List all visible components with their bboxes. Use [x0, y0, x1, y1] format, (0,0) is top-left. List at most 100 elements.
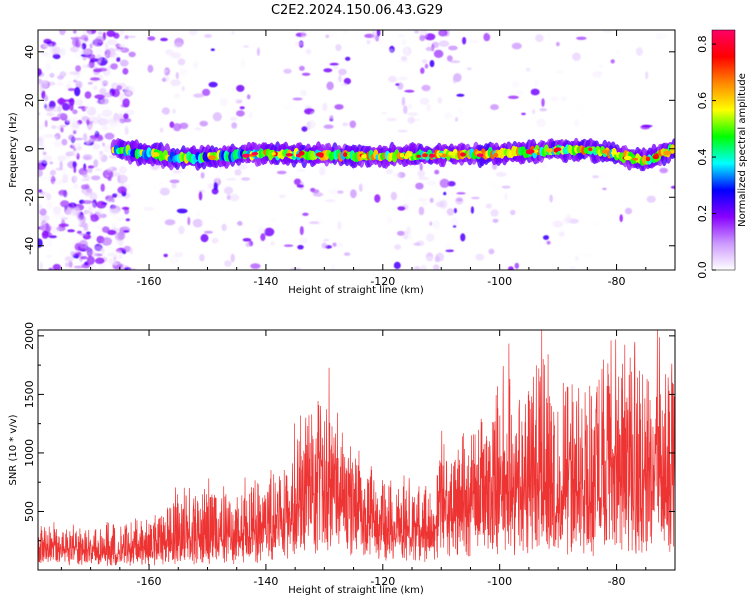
- spectrogram-noise-blob: [43, 238, 52, 245]
- spectrogram-noise-blob: [323, 238, 330, 242]
- spectrogram-noise-blob: [381, 111, 388, 115]
- spectrogram-noise-blob: [492, 218, 499, 223]
- spectrogram-noise-blob: [52, 192, 58, 197]
- spectrogram-noise-blob: [39, 191, 51, 197]
- signal-band-peak: [242, 153, 250, 158]
- spectrogram-noise-blob: [38, 68, 42, 77]
- spectrogram-noise-blob: [72, 130, 77, 135]
- spectrogram-noise-blob: [60, 40, 69, 50]
- signal-band-peak: [610, 151, 618, 155]
- spectrogram-noise-blob: [231, 122, 238, 129]
- spectrogram-noise-blob: [323, 68, 333, 73]
- spectrogram-noise-blob: [428, 89, 433, 93]
- spectrogram-noise-blob: [169, 121, 175, 128]
- colorbar-tick-label: 0.8: [696, 35, 709, 53]
- spectrogram-noise-blob: [48, 267, 53, 270]
- spectrogram-noise-blob: [89, 43, 93, 49]
- spectrogram-noise-blob: [80, 34, 89, 41]
- spectrogram-noise-blob: [58, 37, 66, 41]
- spectrogram-noise-blob: [200, 172, 205, 179]
- spectrogram-noise-blob: [297, 244, 304, 250]
- spectrogram-noise-blob: [470, 206, 474, 214]
- spectrogram-noise-blob: [73, 265, 85, 269]
- spectrogram-noise-blob: [543, 228, 547, 237]
- spectrogram-noise-blob: [446, 55, 453, 62]
- spectrogram-noise-blob: [41, 51, 49, 57]
- spectrogram-noise-blob: [248, 111, 253, 119]
- spectrogram-noise-blob: [38, 136, 44, 147]
- spectrogram-noise-blob: [426, 180, 437, 186]
- spectrogram-noise-blob: [539, 108, 547, 112]
- spectrogram-noise-blob: [93, 104, 104, 108]
- snr-panel: -160 -140 -120 -100 -80 500 1000 1500 2000 Heigh…: [8, 322, 676, 596]
- spectrogram-noise-blob: [329, 62, 339, 66]
- spectrogram-noise-blob: [70, 121, 81, 128]
- spectrogram-noise-blob: [292, 97, 303, 101]
- spectrogram-noise-blob: [38, 169, 43, 177]
- spectrogram-noise-blob: [514, 262, 519, 269]
- spectrogram-noise-blob: [75, 99, 83, 107]
- spectrogram-noise-blob: [624, 207, 633, 215]
- spectrogram-noise-blob: [224, 260, 232, 267]
- spectrogram-noise-blob: [90, 58, 99, 63]
- spectrogram-noise-blob: [82, 154, 93, 161]
- spectrogram-noise-blob: [270, 241, 276, 246]
- spectrogram-noise-blob: [376, 30, 381, 37]
- spectrogram-noise-blob: [434, 169, 440, 175]
- spectrogram-noise-blob: [453, 208, 457, 214]
- signal-band-peak: [343, 152, 348, 157]
- spectrogram-noise-blob: [558, 231, 565, 237]
- spectrogram-noise-blob: [72, 109, 78, 115]
- spectrogram-noise-blob: [76, 230, 82, 234]
- spectrogram-noise-blob: [60, 200, 70, 208]
- spectrogram-noise-blob: [121, 36, 126, 42]
- spectrogram-noise-blob: [207, 183, 215, 189]
- spectrogram-noise-blob: [121, 206, 130, 210]
- spectrogram-noise-blob: [230, 253, 235, 263]
- spectrogram-noise-blob: [85, 141, 90, 150]
- spectrogram-noise-blob: [468, 40, 479, 44]
- spectrogram-noise-blob: [283, 244, 294, 247]
- spectrogram-noise-blob: [523, 44, 527, 53]
- spectrogram-noise-blob: [407, 207, 415, 217]
- spectrogram-noise-blob: [371, 30, 377, 40]
- spectrogram-noise-blob: [433, 264, 440, 270]
- spectrogram-noise-blob: [236, 84, 245, 92]
- spectrogram-noise-blob: [293, 178, 302, 186]
- spectrogram-noise-blob: [111, 198, 115, 203]
- spectrogram-noise-blob: [173, 42, 183, 48]
- spectrogram-noise-blob: [393, 261, 401, 269]
- spectrogram-noise-blob: [63, 266, 69, 270]
- spectrogram-noise-blob: [89, 77, 101, 81]
- spectrogram-noise-blob: [580, 253, 591, 258]
- spectrogram-noise-blob: [109, 154, 118, 159]
- spectrogram-noise-blob: [87, 62, 96, 69]
- spectrogram-noise-blob: [592, 175, 599, 179]
- spectrogram-noise-blob: [330, 115, 334, 121]
- spectrogram-noise-blob: [312, 192, 324, 197]
- spectrogram-noise-blob: [419, 35, 426, 42]
- snr-x-axis-label: Height of straight line (km): [288, 585, 424, 596]
- spectrogram-noise-blob: [414, 188, 422, 192]
- spectrogram-noise-blob: [38, 83, 43, 87]
- spectrogram-y-tick-label: 20: [23, 93, 36, 107]
- spectrogram-noise-blob: [449, 60, 461, 64]
- spectrogram-noise-blob: [308, 221, 320, 225]
- spectrogram-noise-blob: [51, 111, 55, 116]
- spectrogram-noise-blob: [57, 98, 66, 105]
- spectrogram-noise-blob: [73, 30, 77, 34]
- spectrogram-noise-blob: [198, 191, 203, 201]
- snr-y-axis-label: SNR (10 * v/v): [8, 414, 19, 485]
- spectrogram-x-tick-label: -160: [137, 275, 162, 288]
- spectrogram-noise-blob: [179, 122, 189, 129]
- spectrogram-noise-blob: [452, 76, 457, 84]
- signal-band-peak: [546, 148, 553, 153]
- spectrogram-noise-blob: [66, 155, 71, 161]
- spectrogram-noise-blob: [236, 110, 245, 117]
- spectrogram-noise-blob: [91, 175, 101, 181]
- spectrogram-noise-blob: [80, 256, 88, 260]
- spectrogram-noise-blob: [72, 137, 84, 141]
- spectrogram-noise-blob: [177, 58, 186, 66]
- spectrogram-noise-blob: [83, 225, 89, 232]
- spectrogram-noise-blob: [49, 45, 53, 54]
